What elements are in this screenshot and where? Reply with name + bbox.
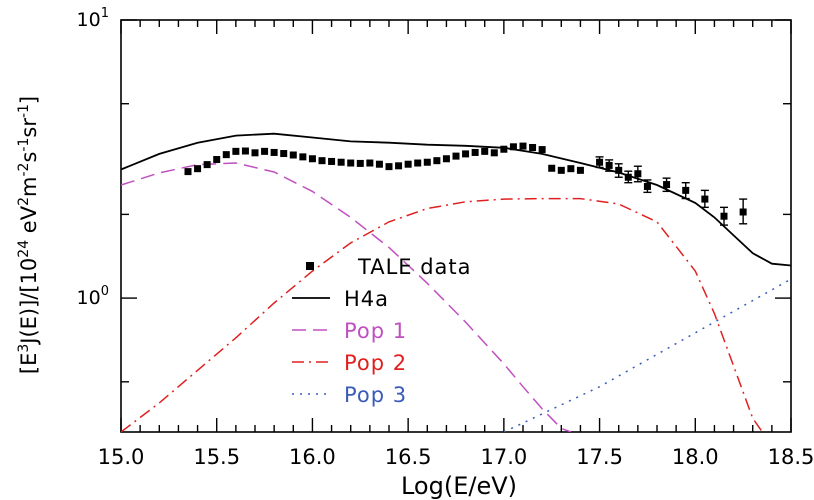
- data-point: [442, 155, 450, 163]
- x-tick-label: 16.5: [385, 445, 432, 469]
- data-point: [184, 168, 192, 176]
- data-point: [605, 161, 613, 169]
- data-point: [337, 158, 345, 166]
- y-tick-label: 100: [77, 284, 109, 309]
- data-point: [318, 157, 326, 165]
- x-tick-label: 18.5: [768, 445, 814, 469]
- data-point: [375, 160, 383, 168]
- legend-label: Pop 1: [344, 319, 407, 343]
- legend-label: Pop 3: [344, 383, 407, 407]
- data-point: [557, 166, 565, 174]
- data-point: [500, 145, 508, 153]
- data-point: [576, 166, 584, 174]
- series-line-pop-2: [121, 197, 763, 432]
- data-point: [538, 146, 546, 154]
- data-point: [423, 158, 431, 166]
- data-point: [404, 160, 412, 168]
- data-point: [682, 186, 690, 194]
- data-point: [213, 156, 221, 164]
- x-tick-label: 15.0: [98, 445, 145, 469]
- data-point: [356, 159, 364, 167]
- data-point: [395, 162, 403, 170]
- data-point: [663, 181, 671, 189]
- x-tick-label: 18.0: [672, 445, 719, 469]
- tale-data-points: [184, 142, 748, 226]
- data-point: [701, 195, 709, 203]
- data-point: [529, 143, 537, 151]
- data-point: [308, 155, 316, 163]
- data-point: [251, 149, 259, 157]
- data-point: [739, 208, 747, 216]
- data-point: [509, 143, 517, 151]
- data-point: [232, 147, 240, 155]
- data-point: [452, 152, 460, 160]
- data-point: [519, 142, 527, 150]
- data-point: [385, 163, 393, 171]
- y-tick-label: 101: [77, 6, 109, 31]
- data-point: [203, 161, 211, 169]
- data-point: [720, 212, 728, 220]
- data-point: [299, 153, 307, 161]
- data-point: [347, 159, 355, 167]
- legend-label: TALE data: [357, 255, 472, 279]
- data-point: [433, 157, 441, 165]
- data-point: [366, 159, 374, 167]
- data-point: [481, 147, 489, 155]
- x-tick-label: 16.0: [289, 445, 336, 469]
- data-point: [261, 147, 269, 155]
- data-point: [471, 148, 479, 156]
- x-tick-label: 15.5: [193, 445, 240, 469]
- series-line-pop-3: [503, 278, 791, 432]
- data-point: [414, 159, 422, 167]
- data-point: [548, 164, 556, 172]
- data-point: [289, 151, 297, 159]
- x-tick-label: 17.0: [480, 445, 527, 469]
- data-point: [567, 165, 575, 173]
- data-point: [280, 150, 288, 158]
- data-point: [490, 149, 498, 157]
- x-tick-label: 17.5: [576, 445, 623, 469]
- y-axis-label: [E3J(E)]/[1024 eV2m-2s-1sr-1]: [16, 96, 41, 374]
- data-point: [624, 173, 632, 181]
- data-point: [596, 158, 604, 166]
- data-point: [462, 150, 470, 158]
- legend: TALE data H4a Pop 1 Pop 2 Pop 3: [292, 255, 472, 407]
- data-point: [241, 147, 249, 155]
- legend-marker-tale-data: [306, 262, 314, 270]
- data-point: [634, 170, 642, 178]
- axes: 15.0 15.5 16.0 16.5 17.0 17.5 18.0 18.5 100 101: [77, 6, 814, 469]
- data-point: [328, 157, 336, 165]
- data-point: [643, 182, 651, 190]
- data-point: [270, 148, 278, 156]
- legend-label: H4a: [344, 287, 389, 311]
- legend-label: Pop 2: [344, 351, 407, 375]
- plot-frame: [120, 19, 792, 433]
- data-point: [222, 151, 230, 159]
- data-point: [615, 166, 623, 174]
- x-axis-label: Log(E/eV): [401, 472, 517, 500]
- data-point: [194, 165, 202, 173]
